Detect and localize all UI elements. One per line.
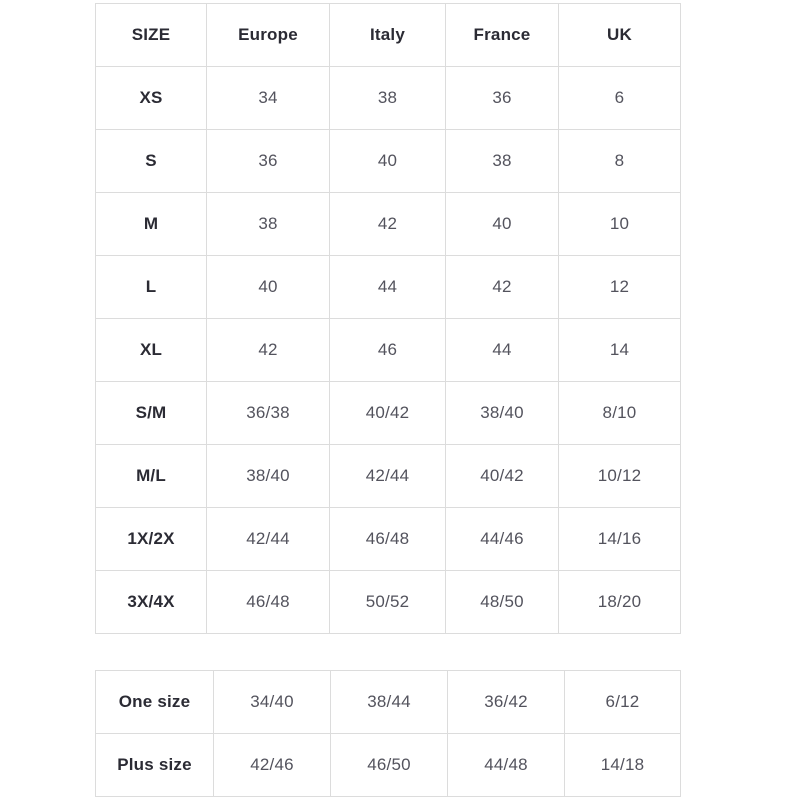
table-row: XL 42 46 44 14 xyxy=(95,318,681,382)
value-cell: 10 xyxy=(558,192,681,256)
column-header-italy: Italy xyxy=(329,3,446,67)
table-row: S 36 40 38 8 xyxy=(95,129,681,193)
value-cell: 38 xyxy=(445,129,559,193)
value-cell: 44 xyxy=(445,318,559,382)
table-row: S/M 36/38 40/42 38/40 8/10 xyxy=(95,381,681,445)
table-row: 1X/2X 42/44 46/48 44/46 14/16 xyxy=(95,507,681,571)
value-cell: 46/50 xyxy=(330,733,448,797)
value-cell: 34/40 xyxy=(213,670,331,734)
value-cell: 38/44 xyxy=(330,670,448,734)
table-row: L 40 44 42 12 xyxy=(95,255,681,319)
value-cell: 42 xyxy=(206,318,330,382)
value-cell: 36 xyxy=(206,129,330,193)
value-cell: 42/46 xyxy=(213,733,331,797)
value-cell: 10/12 xyxy=(558,444,681,508)
table-row: Plus size 42/46 46/50 44/48 14/18 xyxy=(95,733,681,797)
value-cell: 34 xyxy=(206,66,330,130)
special-sizes-table: One size 34/40 38/44 36/42 6/12 Plus size 42/4… xyxy=(95,670,681,797)
row-label-cell: XL xyxy=(95,318,207,382)
value-cell: 50/52 xyxy=(329,570,446,634)
row-label-cell: Plus size xyxy=(95,733,214,797)
value-cell: 44/48 xyxy=(447,733,565,797)
table-row: 3X/4X 46/48 50/52 48/50 18/20 xyxy=(95,570,681,634)
value-cell: 46/48 xyxy=(329,507,446,571)
value-cell: 12 xyxy=(558,255,681,319)
value-cell: 40/42 xyxy=(329,381,446,445)
value-cell: 6/12 xyxy=(564,670,681,734)
value-cell: 14/16 xyxy=(558,507,681,571)
value-cell: 44/46 xyxy=(445,507,559,571)
value-cell: 40 xyxy=(206,255,330,319)
table-row: XS 34 38 36 6 xyxy=(95,66,681,130)
value-cell: 42 xyxy=(445,255,559,319)
header-row: SIZE Europe Italy France UK xyxy=(95,3,681,67)
value-cell: 6 xyxy=(558,66,681,130)
value-cell: 46/48 xyxy=(206,570,330,634)
value-cell: 14/18 xyxy=(564,733,681,797)
value-cell: 8/10 xyxy=(558,381,681,445)
value-cell: 38/40 xyxy=(206,444,330,508)
value-cell: 36/42 xyxy=(447,670,565,734)
value-cell: 42 xyxy=(329,192,446,256)
table-row: M 38 42 40 10 xyxy=(95,192,681,256)
size-conversion-table: SIZE Europe Italy France UK XS 34 38 36 6 S 36… xyxy=(95,3,681,634)
size-table-body: XS 34 38 36 6 S 36 40 38 8 M 38 42 40 10 L 40 44 42 12 XL 42 4… xyxy=(95,66,681,634)
value-cell: 40/42 xyxy=(445,444,559,508)
row-label-cell: 3X/4X xyxy=(95,570,207,634)
value-cell: 40 xyxy=(445,192,559,256)
value-cell: 18/20 xyxy=(558,570,681,634)
value-cell: 42/44 xyxy=(206,507,330,571)
value-cell: 36/38 xyxy=(206,381,330,445)
value-cell: 38 xyxy=(329,66,446,130)
row-label-cell: XS xyxy=(95,66,207,130)
tables-gap xyxy=(95,634,800,670)
special-table-body: One size 34/40 38/44 36/42 6/12 Plus size 42/4… xyxy=(95,670,681,797)
row-label-cell: M xyxy=(95,192,207,256)
value-cell: 38 xyxy=(206,192,330,256)
value-cell: 14 xyxy=(558,318,681,382)
row-label-cell: S xyxy=(95,129,207,193)
value-cell: 44 xyxy=(329,255,446,319)
value-cell: 36 xyxy=(445,66,559,130)
row-label-cell: 1X/2X xyxy=(95,507,207,571)
column-header-size: SIZE xyxy=(95,3,207,67)
row-label-cell: One size xyxy=(95,670,214,734)
value-cell: 38/40 xyxy=(445,381,559,445)
column-header-uk: UK xyxy=(558,3,681,67)
value-cell: 8 xyxy=(558,129,681,193)
row-label-cell: M/L xyxy=(95,444,207,508)
row-label-cell: S/M xyxy=(95,381,207,445)
row-label-cell: L xyxy=(95,255,207,319)
value-cell: 48/50 xyxy=(445,570,559,634)
table-row: M/L 38/40 42/44 40/42 10/12 xyxy=(95,444,681,508)
table-row: One size 34/40 38/44 36/42 6/12 xyxy=(95,670,681,734)
column-header-france: France xyxy=(445,3,559,67)
value-cell: 46 xyxy=(329,318,446,382)
value-cell: 42/44 xyxy=(329,444,446,508)
value-cell: 40 xyxy=(329,129,446,193)
column-header-europe: Europe xyxy=(206,3,330,67)
